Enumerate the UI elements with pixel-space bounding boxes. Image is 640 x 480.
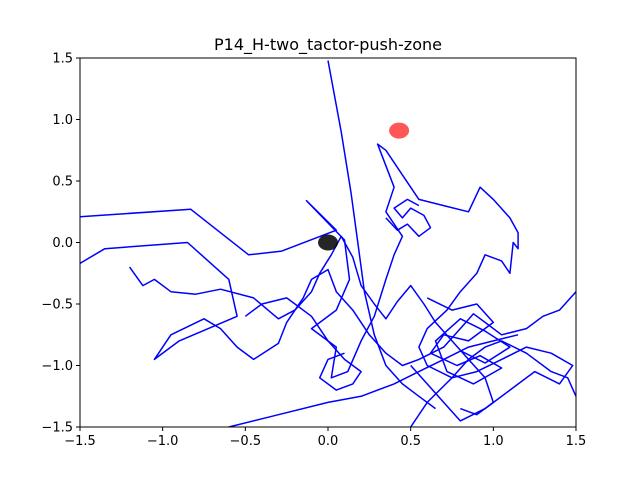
trajectory-line-4 [228,334,519,427]
trajectory-line-9 [385,198,432,238]
start-marker [318,234,338,251]
x-tick-label: 1.0 [483,434,504,449]
y-tick-label: −0.5 [41,298,73,313]
x-tick-label: 1.5 [566,434,587,449]
x-tick-label: 0.0 [318,434,339,449]
trajectory-line-1 [80,143,574,422]
trajectory-line-7 [410,340,576,427]
chart-title: P14_H-two_tactor-push-zone [214,35,442,55]
x-tick-label: −1.0 [147,434,179,449]
y-tick-label: 0.0 [52,236,73,251]
y-tick-label: 0.5 [52,175,73,190]
x-axis: −1.5 −1.0 −0.5 0.0 0.5 1.0 1.5 [64,427,586,449]
series-layer [80,60,576,427]
target-marker [389,122,410,139]
y-tick-label: −1.0 [41,359,73,374]
trajectory-line-5 [327,60,436,410]
marker-layer [318,122,410,251]
trajectory-line-8 [426,297,511,385]
y-tick-label: 1.0 [52,113,73,128]
x-tick-label: 0.5 [400,434,421,449]
y-tick-label: 1.5 [52,52,73,67]
trajectory-line-3 [128,235,495,416]
y-tick-label: −1.5 [41,421,73,436]
x-tick-label: −1.5 [64,434,96,449]
y-axis: −1.5 −1.0 −0.5 0.0 0.5 1.0 1.5 [41,52,80,436]
trajectory-line-6 [244,297,362,391]
x-tick-label: −0.5 [230,434,262,449]
